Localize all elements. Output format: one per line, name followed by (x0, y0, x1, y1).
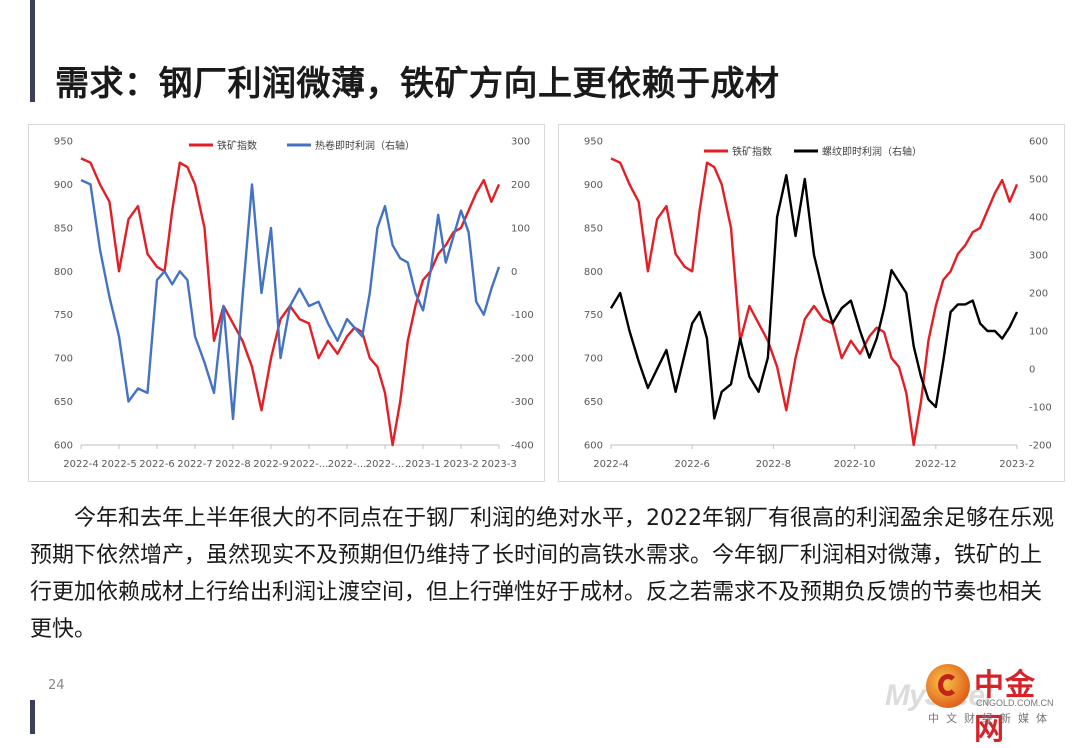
y-left-tick-label: 650 (54, 397, 73, 408)
y-right-tick-label: 100 (1029, 327, 1048, 338)
x-tick-label: 2022-... (290, 459, 329, 470)
y-right-tick-label: 200 (511, 180, 530, 191)
legend-label-1: 螺纹即时利润（右轴） (822, 145, 922, 158)
y-left-tick-label: 900 (584, 180, 603, 191)
y-right-tick-label: -300 (511, 397, 534, 408)
y-right-tick-label: 600 (1029, 137, 1048, 148)
y-right-tick-label: -100 (1029, 403, 1052, 414)
x-tick-label: 2023-2 (999, 459, 1034, 470)
series-line-1 (609, 174, 1019, 420)
y-left-tick-label: 900 (54, 180, 73, 191)
x-tick-label: 2022-6 (139, 459, 174, 470)
body-paragraph: 今年和去年上半年很大的不同点在于钢厂利润的绝对水平，2022年钢厂有很高的利润盈… (30, 506, 1054, 642)
x-tick-label: 2022-... (328, 459, 367, 470)
legend-label-0: 铁矿指数 (217, 139, 257, 152)
series-line-0 (80, 157, 501, 447)
x-tick-label: 2022-4 (63, 459, 98, 470)
x-tick-label: 2022-12 (915, 459, 957, 470)
logo-icon (926, 664, 970, 708)
title-accent-bar (30, 0, 35, 102)
y-right-tick-label: 0 (511, 267, 517, 278)
y-left-tick-label: 950 (584, 137, 603, 148)
x-tick-label: 2022-10 (834, 459, 876, 470)
y-right-tick-label: 0 (1029, 365, 1035, 376)
y-left-tick-label: 600 (54, 441, 73, 452)
y-right-tick-label: -400 (511, 441, 534, 452)
x-tick-label: 2023-1 (405, 459, 440, 470)
y-right-tick-label: 300 (511, 137, 530, 148)
y-right-tick-label: 400 (1029, 213, 1048, 224)
x-tick-label: 2022-6 (674, 459, 709, 470)
legend-label-1: 热卷即时利润（右轴） (315, 139, 415, 152)
y-left-tick-label: 700 (54, 354, 73, 365)
y-right-tick-label: 200 (1029, 289, 1048, 300)
chart-right-svg: 600 650 700 750 800 850 900 950 -200 -100 0 100 200 3… (584, 137, 1052, 471)
y-left-tick-label: 800 (54, 267, 73, 278)
logo-url: CNGOLD.COM.CN (976, 698, 1054, 708)
page-number: 24 (48, 678, 65, 693)
x-tick-label: 2022-4 (593, 459, 628, 470)
x-tick-label: 2022-9 (253, 459, 288, 470)
chart-left-svg: 600 650 700 750 800 850 900 950 -400 -300 -200 -100… (54, 137, 534, 471)
logo-tagline: 中文财经新媒体 (928, 712, 1054, 725)
legend-label-0: 铁矿指数 (732, 145, 772, 158)
y-left-tick-label: 650 (584, 397, 603, 408)
footer-accent-bar (30, 700, 35, 734)
x-tick-label: 2023-2 (443, 459, 478, 470)
y-right-tick-label: 300 (1029, 251, 1048, 262)
y-left-tick-label: 800 (584, 267, 603, 278)
body-text-block: 今年和去年上半年很大的不同点在于钢厂利润的绝对水平，2022年钢厂有很高的利润盈… (30, 500, 1060, 648)
y-right-tick-label: 100 (511, 223, 530, 234)
y-left-tick-label: 700 (584, 354, 603, 365)
y-left-tick-label: 950 (54, 137, 73, 148)
y-right-tick-label: 500 (1029, 175, 1048, 186)
logo-name: 中金网 (974, 668, 1036, 747)
y-left-tick-label: 750 (584, 310, 603, 321)
y-left-tick-label: 600 (584, 441, 603, 452)
x-tick-label: 2022-7 (177, 459, 212, 470)
x-tick-label: 2023-3 (481, 459, 516, 470)
series-line-0 (610, 157, 1019, 447)
page-title: 需求：钢厂利润微薄，铁矿方向上更依赖于成材 (55, 64, 780, 104)
y-left-tick-label: 850 (54, 223, 73, 234)
x-tick-label: 2022-... (366, 459, 405, 470)
y-left-tick-label: 850 (584, 223, 603, 234)
y-right-tick-label: -100 (511, 310, 534, 321)
y-right-tick-label: -200 (511, 354, 534, 365)
x-tick-label: 2022-8 (215, 459, 250, 470)
logo: 中金网 CNGOLD.COM.CN 中文财经新媒体 (926, 660, 1066, 747)
y-left-tick-label: 750 (54, 310, 73, 321)
series-line-1 (80, 179, 501, 421)
x-tick-label: 2022-5 (101, 459, 136, 470)
chart-left: 600 650 700 750 800 850 900 950 -400 -300 -200 -100… (28, 124, 545, 482)
y-right-tick-label: -200 (1029, 441, 1052, 452)
chart-right: 600 650 700 750 800 850 900 950 -200 -100 0 100 200 3… (558, 124, 1065, 482)
x-tick-label: 2022-8 (756, 459, 791, 470)
